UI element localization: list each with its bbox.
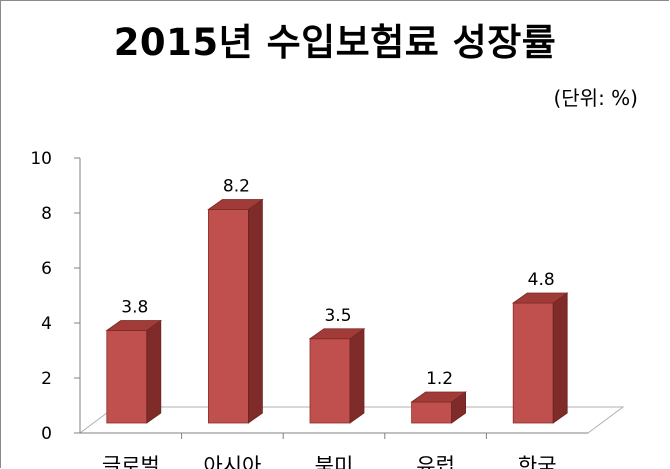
y-tick-label: 4 (41, 314, 52, 334)
bar-top (511, 292, 569, 304)
bar (410, 391, 467, 424)
data-label: 3.8 (121, 298, 148, 318)
category-label: 글로벌 (102, 454, 160, 469)
bar-series (105, 198, 569, 424)
bar (308, 327, 366, 424)
unit-label: (단위: %) (553, 86, 638, 110)
y-tick-label: 8 (41, 204, 52, 224)
data-label: 8.2 (223, 177, 250, 197)
category-labels: 글로벌 아시아 북미 유럽 한국 (102, 454, 557, 469)
category-label: 아시아 (203, 454, 261, 469)
bar-front (512, 302, 554, 424)
bar-top (207, 199, 264, 210)
bar-side (247, 198, 263, 424)
chart-title: 2015년 수입보험료 성장률 (113, 21, 557, 64)
bar-front (411, 401, 453, 424)
bar-side (552, 292, 568, 424)
category-label: 한국 (518, 454, 557, 469)
bar-front (106, 330, 148, 424)
bar (207, 198, 264, 424)
data-label: 1.2 (426, 369, 453, 389)
bar-side (349, 327, 365, 424)
bar-side (146, 319, 162, 424)
y-tick-label: 2 (41, 369, 52, 389)
y-tick-label: 0 (41, 424, 52, 444)
bar-top (308, 328, 366, 340)
bar (105, 319, 163, 424)
y-tick-label: 6 (41, 259, 52, 279)
y-tick-label: 10 (30, 149, 52, 169)
bar (511, 292, 569, 424)
bar-front (207, 209, 249, 424)
y-axis: 0 2 4 6 8 10 (30, 149, 588, 444)
data-label: 4.8 (528, 270, 555, 290)
bar-top (410, 391, 467, 403)
category-label: 북미 (315, 454, 354, 469)
data-label: 3.5 (324, 306, 351, 326)
bar-top (105, 320, 163, 331)
bar-front (309, 338, 351, 424)
category-label: 유럽 (416, 454, 455, 469)
data-labels: 3.8 8.2 3.5 1.2 4.8 (121, 177, 554, 390)
